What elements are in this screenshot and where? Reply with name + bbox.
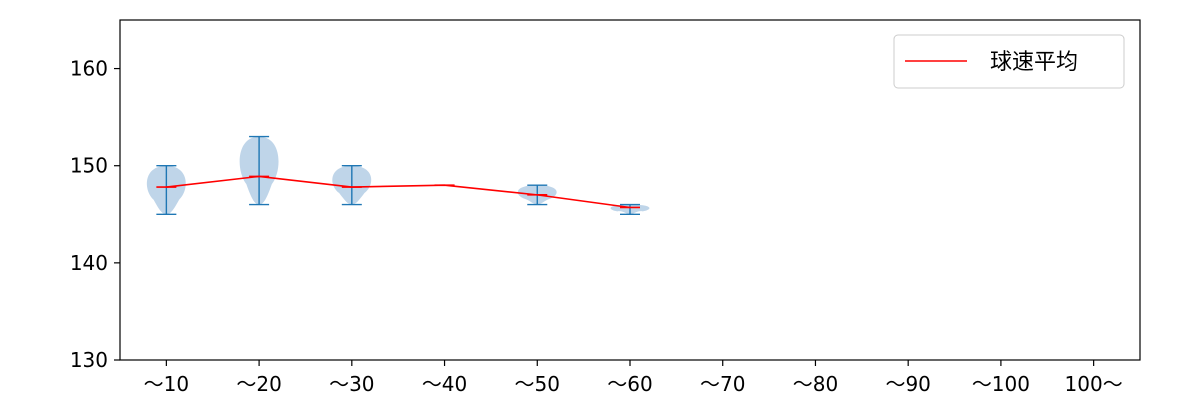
- violin-layer: [146, 136, 650, 215]
- x-tick-label: 〜50: [515, 372, 560, 396]
- x-tick-label: 〜80: [793, 372, 838, 396]
- legend: 球速平均: [893, 34, 1125, 89]
- y-axis: 130 140 150 160: [70, 57, 120, 372]
- x-tick-label: 100〜: [1065, 372, 1123, 396]
- y-tick-label: 150: [70, 154, 108, 178]
- x-tick-label: 〜30: [329, 372, 374, 396]
- x-tick-label: 〜40: [422, 372, 467, 396]
- x-tick-label: 〜10: [144, 372, 189, 396]
- x-tick-label: 〜70: [700, 372, 745, 396]
- x-tick-label: 〜90: [885, 372, 930, 396]
- x-tick-label: 〜100: [972, 372, 1030, 396]
- y-tick-label: 130: [70, 348, 108, 372]
- x-tick-label: 〜20: [236, 372, 281, 396]
- x-axis: 〜10 〜20 〜30 〜40 〜50 〜60 〜70 〜80 〜90 〜100 100〜: [144, 360, 1123, 396]
- mean-speed-line: [166, 175, 631, 209]
- x-tick-label: 〜60: [607, 372, 652, 396]
- y-tick-label: 160: [70, 57, 108, 81]
- legend-box: [893, 34, 1125, 89]
- y-tick-label: 140: [70, 251, 108, 275]
- legend-label: 球速平均: [990, 50, 1078, 75]
- mean-line-layer: [156, 175, 640, 209]
- range-bar-layer: [156, 135, 640, 215]
